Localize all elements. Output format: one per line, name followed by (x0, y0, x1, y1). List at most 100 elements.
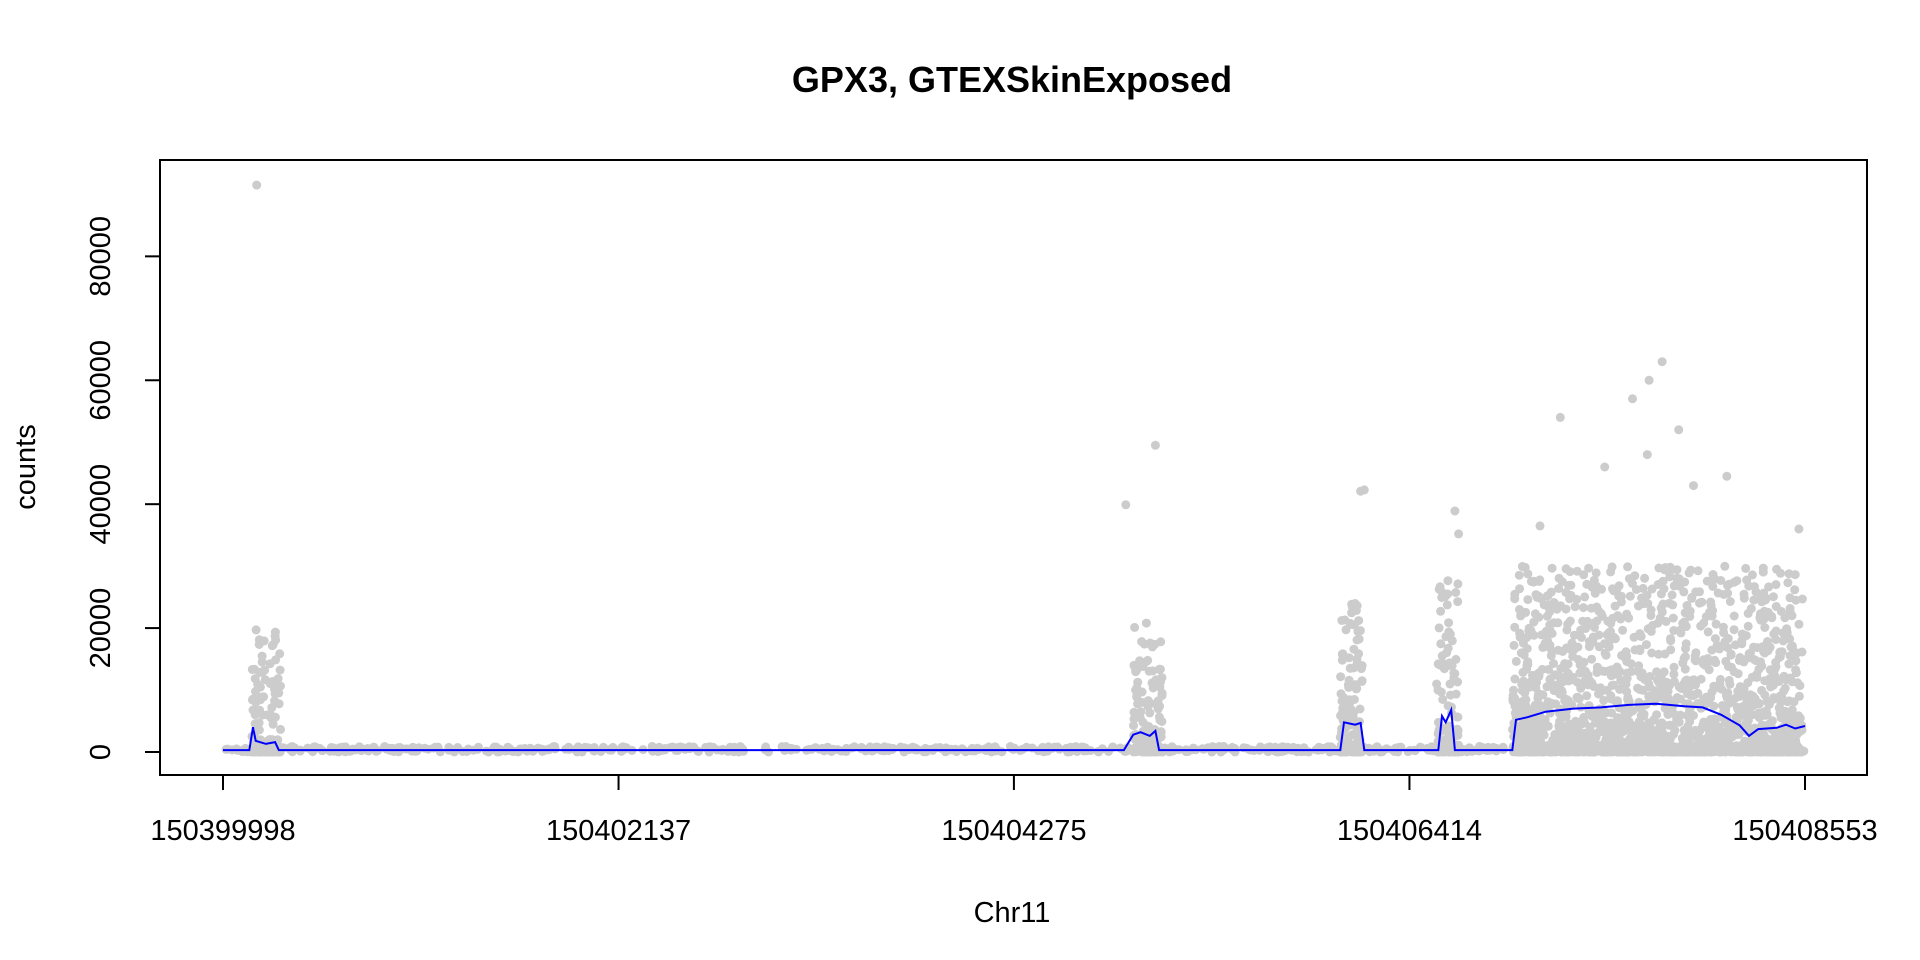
data-point (1690, 725, 1700, 735)
data-point (1672, 565, 1682, 575)
data-point (257, 651, 267, 661)
data-point (1681, 676, 1690, 686)
data-point (1562, 706, 1572, 716)
data-point (1685, 717, 1695, 727)
data-point (1349, 695, 1359, 704)
data-point (1759, 738, 1769, 747)
data-point (1648, 620, 1658, 630)
data-point (1554, 733, 1564, 742)
data-point (1764, 582, 1774, 592)
data-point (1678, 746, 1688, 756)
outlier-point (1794, 524, 1804, 534)
data-point (1663, 708, 1673, 718)
data-point (1665, 732, 1675, 741)
data-point (1771, 635, 1781, 645)
data-point (1555, 717, 1565, 727)
data-point (1354, 634, 1364, 644)
data-point (1604, 719, 1613, 728)
data-point (1627, 579, 1637, 588)
data-point (1690, 655, 1700, 665)
data-point (1751, 656, 1761, 666)
data-point (1132, 690, 1142, 700)
data-point (1743, 653, 1753, 663)
data-point (1654, 563, 1664, 573)
data-point (1579, 570, 1589, 580)
data-point (1754, 708, 1764, 718)
data-point (1689, 675, 1699, 685)
data-point (1725, 679, 1735, 689)
data-point (1753, 744, 1763, 754)
data-point (1549, 659, 1558, 668)
data-point (1616, 726, 1626, 736)
outlier-point (1644, 375, 1654, 385)
data-point (1627, 667, 1636, 676)
data-point (1151, 675, 1161, 685)
data-point (1637, 743, 1647, 753)
data-point (1609, 586, 1619, 596)
data-point (1422, 744, 1432, 753)
data-point (1622, 609, 1632, 619)
data-point (1454, 740, 1463, 750)
data-point (1586, 740, 1596, 750)
data-point (1530, 609, 1540, 619)
data-point (1443, 589, 1453, 599)
data-point (1656, 603, 1666, 613)
data-point (1786, 673, 1795, 683)
data-point (1656, 589, 1666, 599)
data-point (1768, 680, 1778, 690)
data-point (493, 747, 503, 757)
data-point (1352, 654, 1362, 664)
data-point (1579, 747, 1589, 757)
data-point (1610, 634, 1620, 644)
data-point (1572, 566, 1582, 576)
data-point (1545, 640, 1555, 650)
data-point (1784, 659, 1794, 669)
data-point (1300, 746, 1309, 756)
data-point (1596, 609, 1606, 619)
data-point (1554, 584, 1564, 593)
data-point (268, 719, 278, 729)
data-point (1680, 729, 1690, 739)
x-tick-label: 150404275 (941, 815, 1086, 847)
data-point (1061, 743, 1071, 753)
data-point (1325, 747, 1335, 757)
data-point (1723, 719, 1733, 728)
outlier-point (1689, 481, 1698, 491)
data-point (1130, 622, 1140, 632)
data-point (1669, 669, 1679, 679)
data-point (1693, 699, 1703, 708)
data-point (1698, 659, 1708, 669)
data-point (1792, 648, 1802, 658)
data-point (1673, 712, 1683, 722)
data-point (1542, 703, 1552, 713)
data-point (1453, 677, 1463, 687)
data-point (1433, 685, 1443, 695)
outlier-point (1450, 506, 1460, 516)
data-point (1657, 718, 1667, 728)
data-point (1443, 643, 1453, 653)
outlier-point (1600, 462, 1610, 472)
data-point (265, 659, 275, 669)
data-point (1446, 690, 1455, 700)
data-point (1652, 710, 1662, 720)
data-point (1592, 717, 1602, 726)
data-point (1791, 665, 1801, 675)
data-point (1711, 643, 1721, 653)
data-point (1344, 675, 1354, 685)
data-point (1749, 595, 1759, 605)
data-point (1453, 712, 1463, 722)
data-point (1744, 743, 1754, 753)
x-tick-label: 150406414 (1337, 815, 1482, 847)
data-point (1600, 648, 1610, 658)
data-point (1709, 681, 1719, 691)
data-point (1789, 697, 1799, 707)
data-point (1579, 712, 1589, 722)
data-point (1565, 616, 1575, 626)
outlier-point (270, 631, 280, 641)
data-point (1438, 695, 1448, 704)
data-point (1581, 621, 1591, 631)
data-point (1699, 618, 1709, 628)
data-point (1353, 627, 1363, 637)
data-point (1621, 647, 1631, 657)
data-point (1434, 623, 1444, 633)
